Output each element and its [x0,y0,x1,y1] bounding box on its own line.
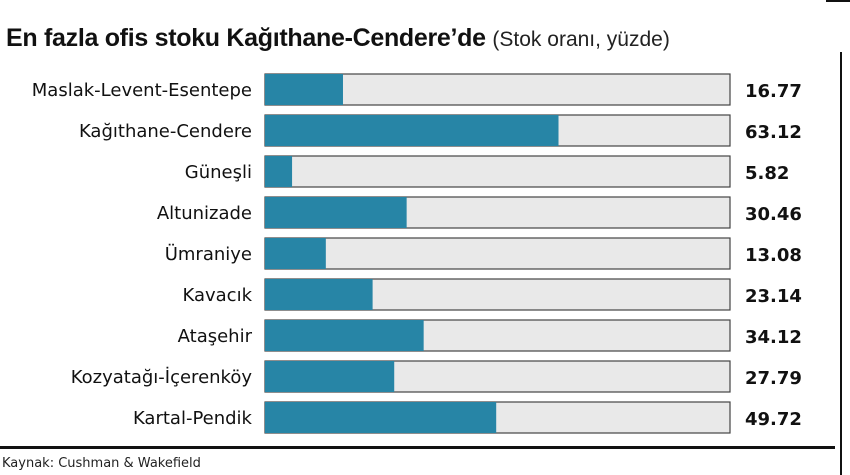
bar-row: Ataşehir 34.12 [178,319,802,352]
value-label: 49.72 [745,409,802,430]
value-label: 13.08 [745,245,802,266]
right-divider [840,52,842,475]
category-label: Ataşehir [178,326,253,347]
bar [265,238,326,269]
bar [265,74,343,105]
value-label: 23.14 [745,286,802,307]
bar [265,197,407,228]
bar-row: Kartal-Pendik 49.72 [133,401,802,434]
bottom-divider [0,446,835,449]
category-label: Kağıthane-Cendere [79,121,252,142]
bar [265,156,293,187]
value-label: 5.82 [745,163,789,184]
bar [265,115,559,146]
bar-track [264,155,731,188]
chart-subtitle: (Stok oranı, yüzde) [492,28,670,51]
bar [265,361,395,392]
value-label: 27.79 [745,368,802,389]
bar-row: Güneşli 5.82 [185,155,789,188]
category-label: Kartal-Pendik [133,408,253,429]
source-note: Kaynak: Cushman & Wakefield [2,456,201,471]
bar-row: Ümraniye 13.08 [165,237,802,270]
bar-row: Kavacık 23.14 [182,278,802,311]
category-label: Maslak-Levent-Esentepe [32,80,252,101]
category-label: Güneşli [185,162,252,183]
bar-track [264,237,731,270]
bar [265,402,497,433]
chart-title: En fazla ofis stoku Kağıthane-Cendere’de… [6,24,670,53]
category-label: Ümraniye [165,243,252,265]
bar-row: Kağıthane-Cendere 63.12 [79,114,802,147]
chart-title-text: En fazla ofis stoku Kağıthane-Cendere’de [6,24,486,52]
value-label: 16.77 [745,81,802,102]
bar-row: Altunizade 30.46 [157,196,802,229]
category-label: Kavacık [182,285,252,306]
value-label: 34.12 [745,327,802,348]
category-label: Kozyatağı-İçerenköy [71,367,253,388]
value-label: 30.46 [745,204,802,225]
bar-row: Kozyatağı-İçerenköy 27.79 [71,360,802,393]
bar-row: Maslak-Levent-Esentepe 16.77 [32,73,802,106]
corner-rule [826,0,850,2]
value-label: 63.12 [745,122,802,143]
category-label: Altunizade [157,203,252,224]
bar [265,320,424,351]
bar [265,279,373,310]
